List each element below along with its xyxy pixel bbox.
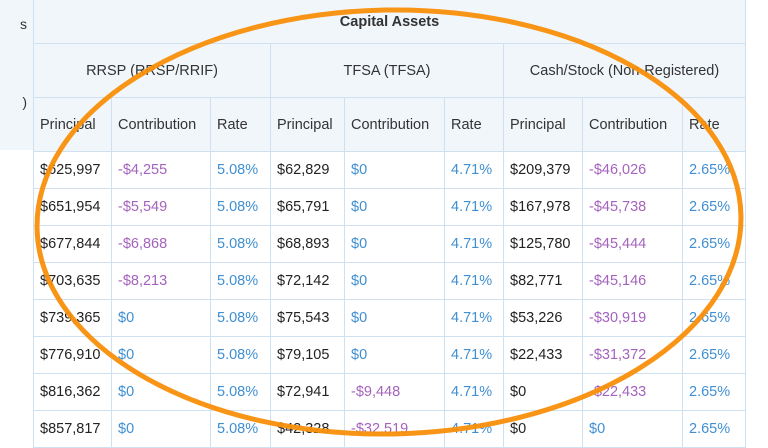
- rate-cell: 2.65%: [682, 262, 746, 300]
- contribution-cell: -$5,549: [111, 188, 211, 226]
- rate-cell: 5.08%: [210, 410, 271, 448]
- principal-cell: $42,328: [270, 410, 345, 448]
- table-row: $739,365 $0 5.08% $75,543 $0 4.71% $53,226 -$30…: [33, 299, 746, 337]
- principal-cell: $72,941: [270, 373, 345, 411]
- rate-cell: 4.71%: [444, 188, 504, 226]
- principal-cell: $72,142: [270, 262, 345, 300]
- rate-cell: 2.65%: [682, 373, 746, 411]
- rate-cell: 4.71%: [444, 299, 504, 337]
- contribution-cell: $0: [582, 410, 683, 448]
- principal-cell: $209,379: [503, 151, 583, 189]
- rate-cell: 4.71%: [444, 336, 504, 374]
- contribution-cell: -$45,738: [582, 188, 683, 226]
- contribution-cell: $0: [344, 225, 445, 263]
- subheader-contribution: Contribution: [344, 97, 445, 152]
- header-fragment: ): [22, 94, 27, 110]
- rate-cell: 2.65%: [682, 410, 746, 448]
- rate-cell: 4.71%: [444, 151, 504, 189]
- group-header-rrsp: RRSP (RRSP/RRIF): [33, 43, 271, 98]
- capital-assets-table: Capital Assets RRSP (RRSP/RRIF) TFSA (TF…: [33, 0, 746, 448]
- principal-cell: $22,433: [503, 336, 583, 374]
- rate-cell: 5.08%: [210, 299, 271, 337]
- subheader-rate: Rate: [444, 97, 504, 152]
- table-title: Capital Assets: [33, 0, 746, 44]
- principal-cell: $776,910: [33, 336, 112, 374]
- contribution-cell: $0: [111, 299, 211, 337]
- previous-column-header: [0, 0, 35, 150]
- contribution-cell: $0: [344, 151, 445, 189]
- principal-cell: $703,635: [33, 262, 112, 300]
- rate-cell: 2.65%: [682, 336, 746, 374]
- table-row: $625,997 -$4,255 5.08% $62,829 $0 4.71% $209,3…: [33, 151, 746, 189]
- contribution-cell: -$8,213: [111, 262, 211, 300]
- principal-cell: $68,893: [270, 225, 345, 263]
- contribution-cell: $0: [344, 188, 445, 226]
- principal-cell: $62,829: [270, 151, 345, 189]
- previous-column-fragment: s ): [0, 0, 35, 439]
- contribution-cell: -$22,433: [582, 373, 683, 411]
- contribution-cell: -$30,919: [582, 299, 683, 337]
- principal-cell: $857,817: [33, 410, 112, 448]
- subheader-rate: Rate: [210, 97, 271, 152]
- contribution-cell: $0: [344, 262, 445, 300]
- rate-cell: 2.65%: [682, 188, 746, 226]
- table-row: $776,910 $0 5.08% $79,105 $0 4.71% $22,433 -$31…: [33, 336, 746, 374]
- subheader-contribution: Contribution: [582, 97, 683, 152]
- rate-cell: 5.08%: [210, 373, 271, 411]
- rate-cell: 5.08%: [210, 151, 271, 189]
- rate-cell: 5.08%: [210, 336, 271, 374]
- contribution-cell: $0: [111, 410, 211, 448]
- contribution-cell: $0: [111, 336, 211, 374]
- rate-cell: 4.71%: [444, 262, 504, 300]
- rate-cell: 5.08%: [210, 188, 271, 226]
- subheader-principal: Principal: [33, 97, 112, 152]
- principal-cell: $625,997: [33, 151, 112, 189]
- rate-cell: 5.08%: [210, 225, 271, 263]
- subheader-principal: Principal: [270, 97, 345, 152]
- principal-cell: $53,226: [503, 299, 583, 337]
- principal-cell: $677,844: [33, 225, 112, 263]
- contribution-cell: $0: [344, 336, 445, 374]
- table-row: $651,954 -$5,549 5.08% $65,791 $0 4.71% $167,9…: [33, 188, 746, 226]
- contribution-cell: -$32,519: [344, 410, 445, 448]
- subheader-contribution: Contribution: [111, 97, 211, 152]
- principal-cell: $0: [503, 410, 583, 448]
- contribution-cell: $0: [111, 373, 211, 411]
- contribution-cell: -$45,444: [582, 225, 683, 263]
- contribution-cell: -$31,372: [582, 336, 683, 374]
- rate-cell: 4.71%: [444, 225, 504, 263]
- contribution-cell: -$6,868: [111, 225, 211, 263]
- principal-cell: $739,365: [33, 299, 112, 337]
- rate-cell: 2.65%: [682, 299, 746, 337]
- principal-cell: $75,543: [270, 299, 345, 337]
- principal-cell: $651,954: [33, 188, 112, 226]
- table-row: $677,844 -$6,868 5.08% $68,893 $0 4.71% $125,7…: [33, 225, 746, 263]
- contribution-cell: -$9,448: [344, 373, 445, 411]
- contribution-cell: -$45,146: [582, 262, 683, 300]
- rate-cell: 2.65%: [682, 151, 746, 189]
- contribution-cell: -$4,255: [111, 151, 211, 189]
- principal-cell: $65,791: [270, 188, 345, 226]
- subheader-principal: Principal: [503, 97, 583, 152]
- contribution-cell: $0: [344, 299, 445, 337]
- principal-cell: $79,105: [270, 336, 345, 374]
- header-fragment: s: [20, 16, 27, 32]
- table-row: $703,635 -$8,213 5.08% $72,142 $0 4.71% $82,77…: [33, 262, 746, 300]
- rate-cell: 5.08%: [210, 262, 271, 300]
- table-row: $857,817 $0 5.08% $42,328 -$32,519 4.71% $0 $0 2…: [33, 410, 746, 448]
- principal-cell: $816,362: [33, 373, 112, 411]
- subheader-rate: Rate: [682, 97, 746, 152]
- principal-cell: $82,771: [503, 262, 583, 300]
- principal-cell: $167,978: [503, 188, 583, 226]
- principal-cell: $125,780: [503, 225, 583, 263]
- rate-cell: 4.71%: [444, 373, 504, 411]
- contribution-cell: -$46,026: [582, 151, 683, 189]
- table-row: $816,362 $0 5.08% $72,941 -$9,448 4.71% $0 -$22…: [33, 373, 746, 411]
- rate-cell: 2.65%: [682, 225, 746, 263]
- principal-cell: $0: [503, 373, 583, 411]
- rate-cell: 4.71%: [444, 410, 504, 448]
- group-header-tfsa: TFSA (TFSA): [270, 43, 504, 98]
- group-header-cash-stock: Cash/Stock (Non-Registered): [503, 43, 746, 98]
